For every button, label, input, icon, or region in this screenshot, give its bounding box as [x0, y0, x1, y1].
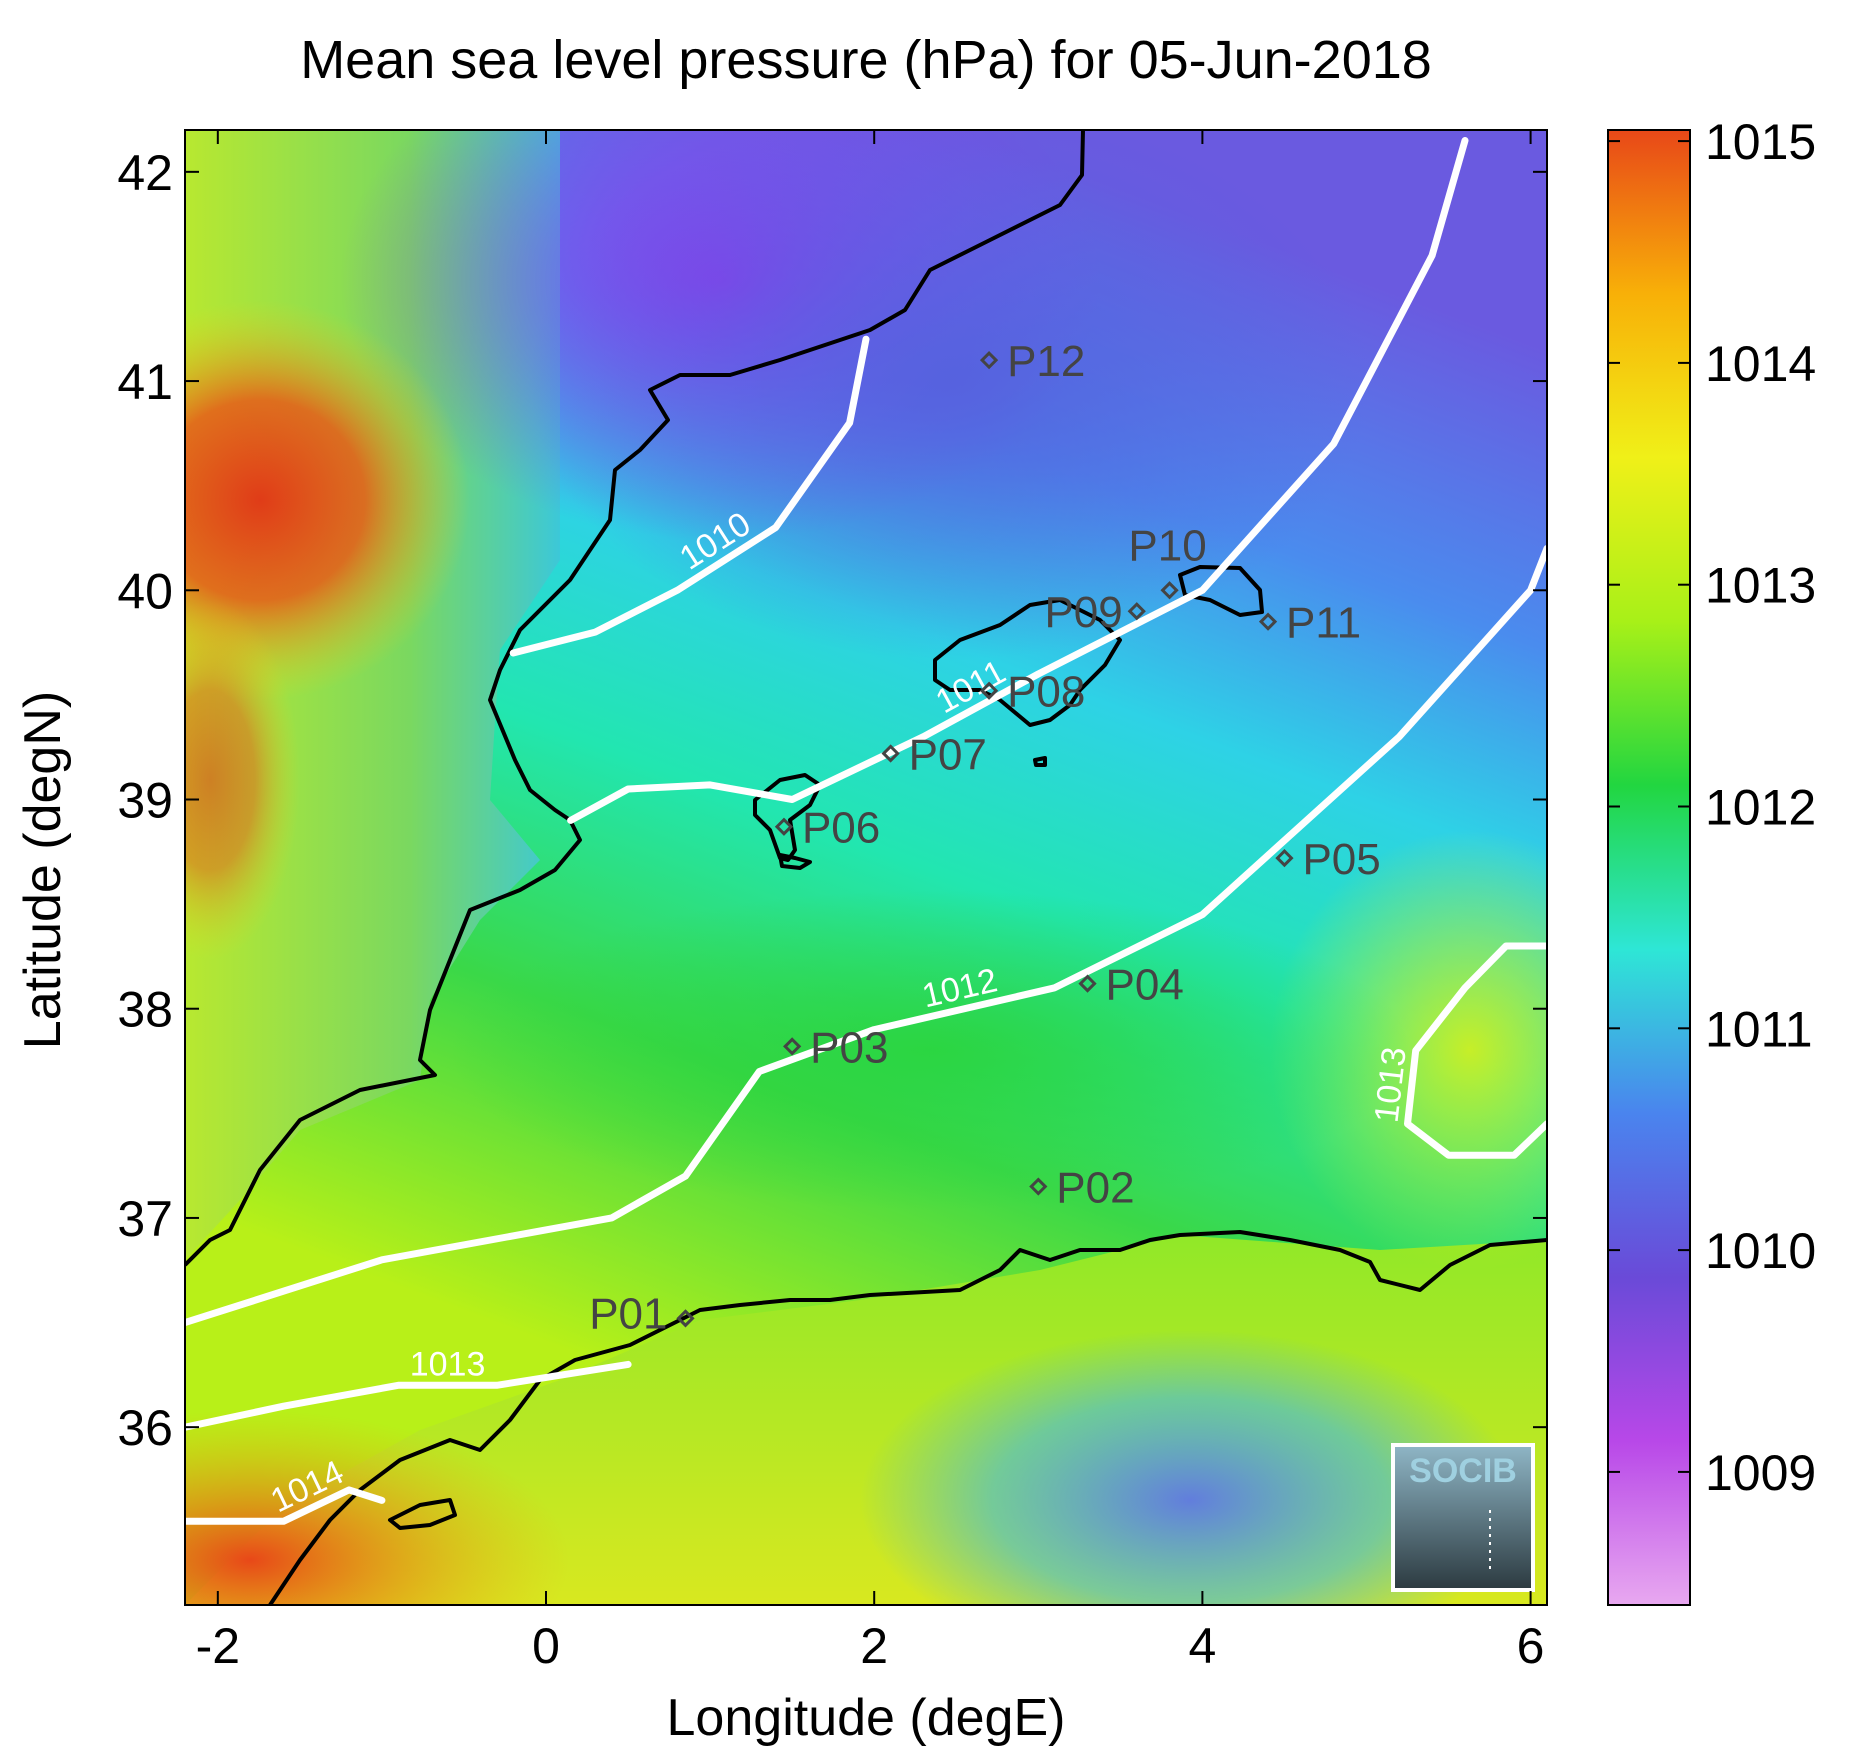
station-marker-icon — [979, 681, 999, 700]
contour-line — [185, 1486, 386, 1525]
contour-line — [1404, 942, 1547, 1159]
station-label: P10 — [1128, 521, 1206, 570]
station-p06: P06 — [774, 804, 880, 853]
x-tick-label: 4 — [1188, 1618, 1216, 1674]
station-label: P12 — [1007, 337, 1085, 386]
plot-frame — [184, 129, 1548, 1606]
station-marker-icon — [1078, 974, 1097, 993]
colorbar-tick-label: 1009 — [1705, 1445, 1816, 1501]
y-axis-ticks: 36 37 38 39 40 41 42 — [117, 145, 1547, 1456]
y-tick-label: 39 — [117, 773, 173, 829]
station-p09: P09 — [1044, 588, 1146, 637]
contour-label: 1013 — [1368, 1045, 1414, 1124]
colorbar-ticks: 1009 1010 1011 1012 1013 1014 1015 — [1608, 114, 1816, 1501]
contour-line — [185, 544, 1547, 1327]
station-marker-icon — [1160, 581, 1179, 600]
station-label: P11 — [1286, 599, 1361, 648]
y-axis-title: Latitude (degN) — [14, 691, 72, 1049]
colorbar-tick-label: 1013 — [1705, 558, 1816, 614]
y-tick-label: 36 — [117, 1400, 173, 1456]
socib-logo: SOCIB — [1391, 1443, 1535, 1592]
contour-line — [509, 335, 870, 657]
coastline — [185, 130, 1547, 1605]
station-p08: P08 — [979, 668, 1085, 717]
colorbar-tick-label: 1012 — [1705, 780, 1816, 836]
station-p04: P04 — [1078, 961, 1184, 1010]
station-marker-icon — [979, 351, 999, 370]
station-label: P07 — [909, 730, 987, 779]
socib-logo-text: SOCIB — [1409, 1452, 1517, 1490]
station-label: P01 — [589, 1289, 667, 1338]
colorbar-tick-label: 1015 — [1705, 114, 1816, 170]
x-tick-label: 2 — [860, 1618, 888, 1674]
station-label: P09 — [1044, 588, 1122, 637]
y-tick-label: 37 — [117, 1191, 173, 1247]
colorbar-tick-label: 1014 — [1705, 336, 1816, 392]
x-tick-label: 0 — [532, 1618, 560, 1674]
station-marker-icon — [783, 1037, 802, 1056]
station-label: P04 — [1106, 961, 1184, 1010]
station-p02: P02 — [1029, 1164, 1135, 1213]
station-p07: P07 — [881, 730, 987, 779]
station-marker-icon — [774, 817, 794, 836]
station-p01: P01 — [589, 1289, 695, 1338]
contour-line — [185, 1360, 632, 1431]
station-marker-icon — [881, 744, 900, 763]
station-p05: P05 — [1275, 835, 1381, 884]
y-tick-label: 40 — [117, 563, 173, 619]
plot-title: Mean sea level pressure (hPa) for 05-Jun… — [300, 30, 1432, 90]
station-marker-icon — [1258, 612, 1278, 631]
station-marker-icon — [1275, 848, 1294, 868]
station-label: P02 — [1056, 1164, 1134, 1213]
x-axis-ticks: -2 0 2 4 6 — [196, 130, 1545, 1674]
station-p10: P10 — [1128, 521, 1207, 600]
x-tick-label: 6 — [1517, 1618, 1545, 1674]
station-p12: P12 — [979, 337, 1085, 386]
contour-label: 1013 — [410, 1345, 486, 1383]
contour-line — [567, 137, 1469, 824]
y-tick-label: 38 — [117, 982, 173, 1038]
y-tick-label: 41 — [117, 354, 173, 410]
station-label: P03 — [810, 1023, 888, 1072]
station-label: P06 — [802, 804, 880, 853]
colorbar: 1009 1010 1011 1012 1013 1014 1015 — [1607, 114, 1816, 1606]
x-axis-title: Longitude (degE) — [667, 1689, 1066, 1747]
station-label: P08 — [1007, 668, 1085, 717]
station-p03: P03 — [783, 1023, 888, 1072]
station-marker-icon — [1127, 602, 1146, 621]
x-tick-label: -2 — [196, 1618, 240, 1674]
colorbar-gradient — [1607, 129, 1691, 1606]
station-label: P05 — [1302, 835, 1380, 884]
colorbar-tick-label: 1011 — [1705, 1001, 1813, 1057]
station-marker-icon — [1029, 1177, 1048, 1196]
colorbar-tick-label: 1010 — [1705, 1223, 1816, 1279]
station-p11: P11 — [1258, 599, 1361, 648]
y-tick-label: 42 — [117, 145, 173, 201]
station-marker-icon — [676, 1309, 695, 1328]
